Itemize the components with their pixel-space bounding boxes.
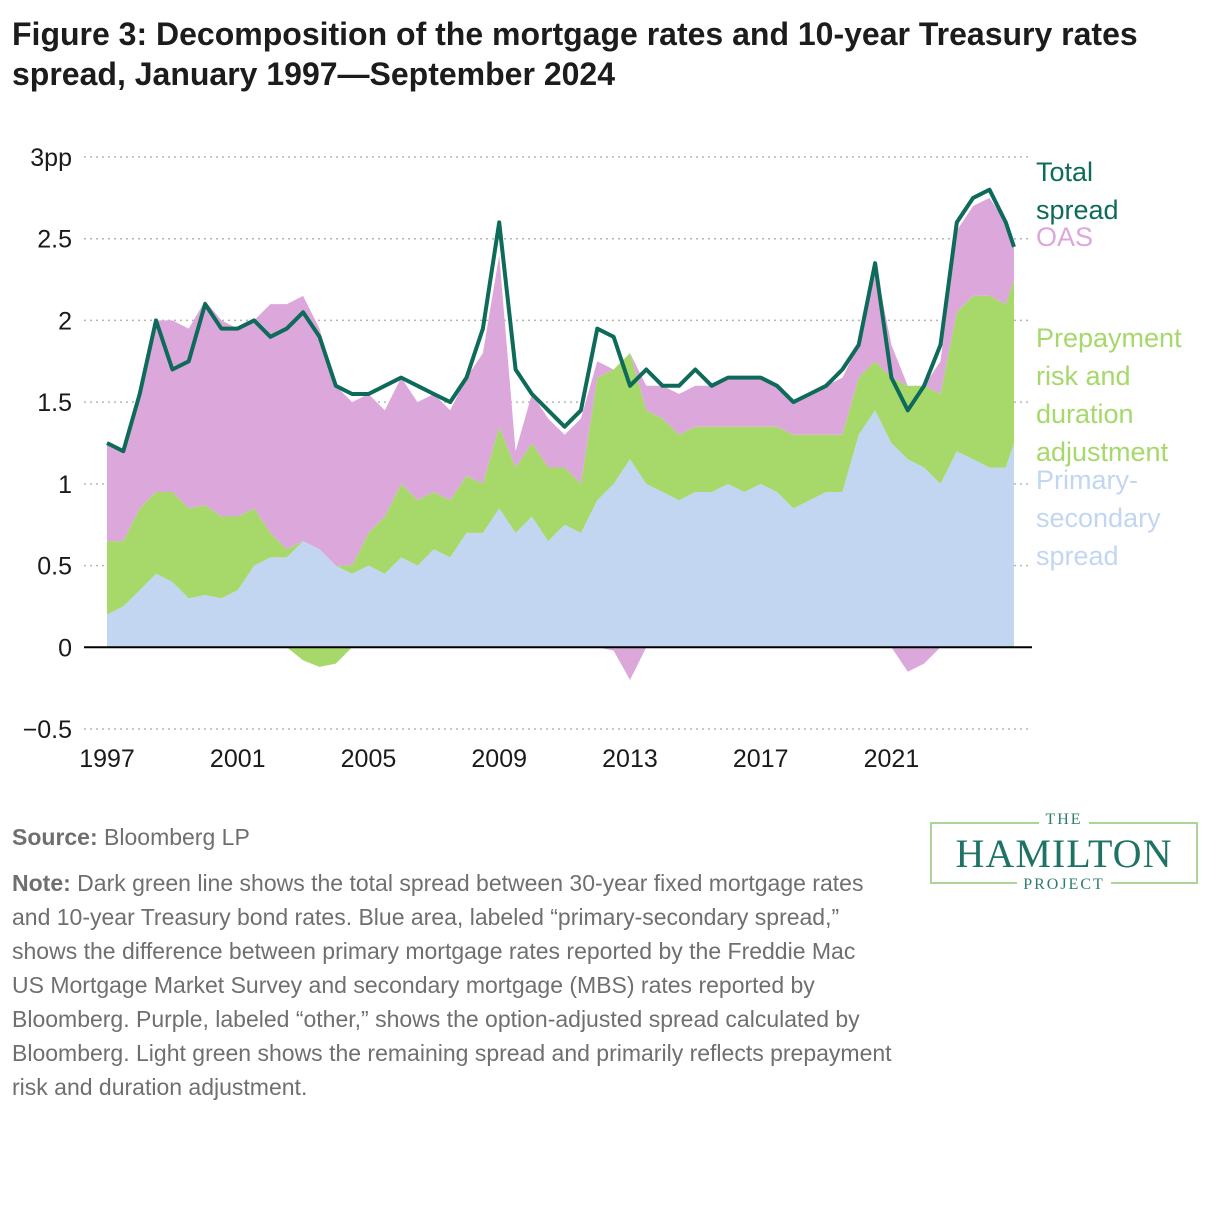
note-text-block: Note: Dark green line shows the total sp… bbox=[12, 866, 892, 1104]
total-spread-label: Total spread bbox=[1036, 157, 1119, 225]
logo-main-text: HAMILTON bbox=[955, 831, 1173, 876]
oas-label: OAS bbox=[1036, 222, 1093, 252]
y-tick-label: 3pp bbox=[30, 144, 72, 172]
oas-area bbox=[107, 197, 1014, 566]
source-label: Source: bbox=[12, 824, 98, 850]
oas-area-negative bbox=[107, 647, 1014, 680]
x-tick-label: 2005 bbox=[341, 745, 397, 773]
x-tick-label: 1997 bbox=[79, 745, 135, 773]
y-tick-label: 1 bbox=[58, 471, 72, 499]
hamilton-project-logo: THE HAMILTON PROJECT bbox=[930, 811, 1198, 893]
x-tick-label: 2009 bbox=[471, 745, 527, 773]
stacked-areas bbox=[107, 197, 1014, 680]
primary-secondary-label: Primary-secondary spread bbox=[1036, 465, 1161, 571]
y-tick-label: 2 bbox=[58, 307, 72, 335]
x-tick-label: 2017 bbox=[733, 745, 789, 773]
prepayment-area bbox=[107, 279, 1014, 615]
y-tick-label: 0.5 bbox=[37, 553, 72, 581]
y-tick-label: 0 bbox=[58, 634, 72, 662]
note-label: Note: bbox=[12, 870, 71, 896]
x-tick-label: 2013 bbox=[602, 745, 658, 773]
logo-top-text: THE bbox=[1039, 811, 1089, 828]
logo-bottom-text: PROJECT bbox=[1017, 876, 1111, 893]
y-tick-label: 2.5 bbox=[37, 226, 72, 254]
y-tick-label: 1.5 bbox=[37, 389, 72, 417]
source-text: Bloomberg LP bbox=[97, 824, 250, 850]
source-note: Source: Bloomberg LP bbox=[12, 820, 250, 854]
chart-title: Figure 3: Decomposition of the mortgage … bbox=[12, 16, 1138, 92]
x-tick-label: 2021 bbox=[864, 745, 920, 773]
total-spread-line bbox=[106, 187, 1016, 454]
total-spread-line-group bbox=[106, 187, 1016, 454]
prepayment-label: Prepayment risk and duration adjustment bbox=[1036, 323, 1182, 467]
prepayment-area-negative bbox=[107, 647, 1014, 667]
note-text: Dark green line shows the total spread b… bbox=[12, 870, 892, 1100]
x-tick-label: 2001 bbox=[210, 745, 266, 773]
y-tick-label: −0.5 bbox=[23, 716, 72, 744]
